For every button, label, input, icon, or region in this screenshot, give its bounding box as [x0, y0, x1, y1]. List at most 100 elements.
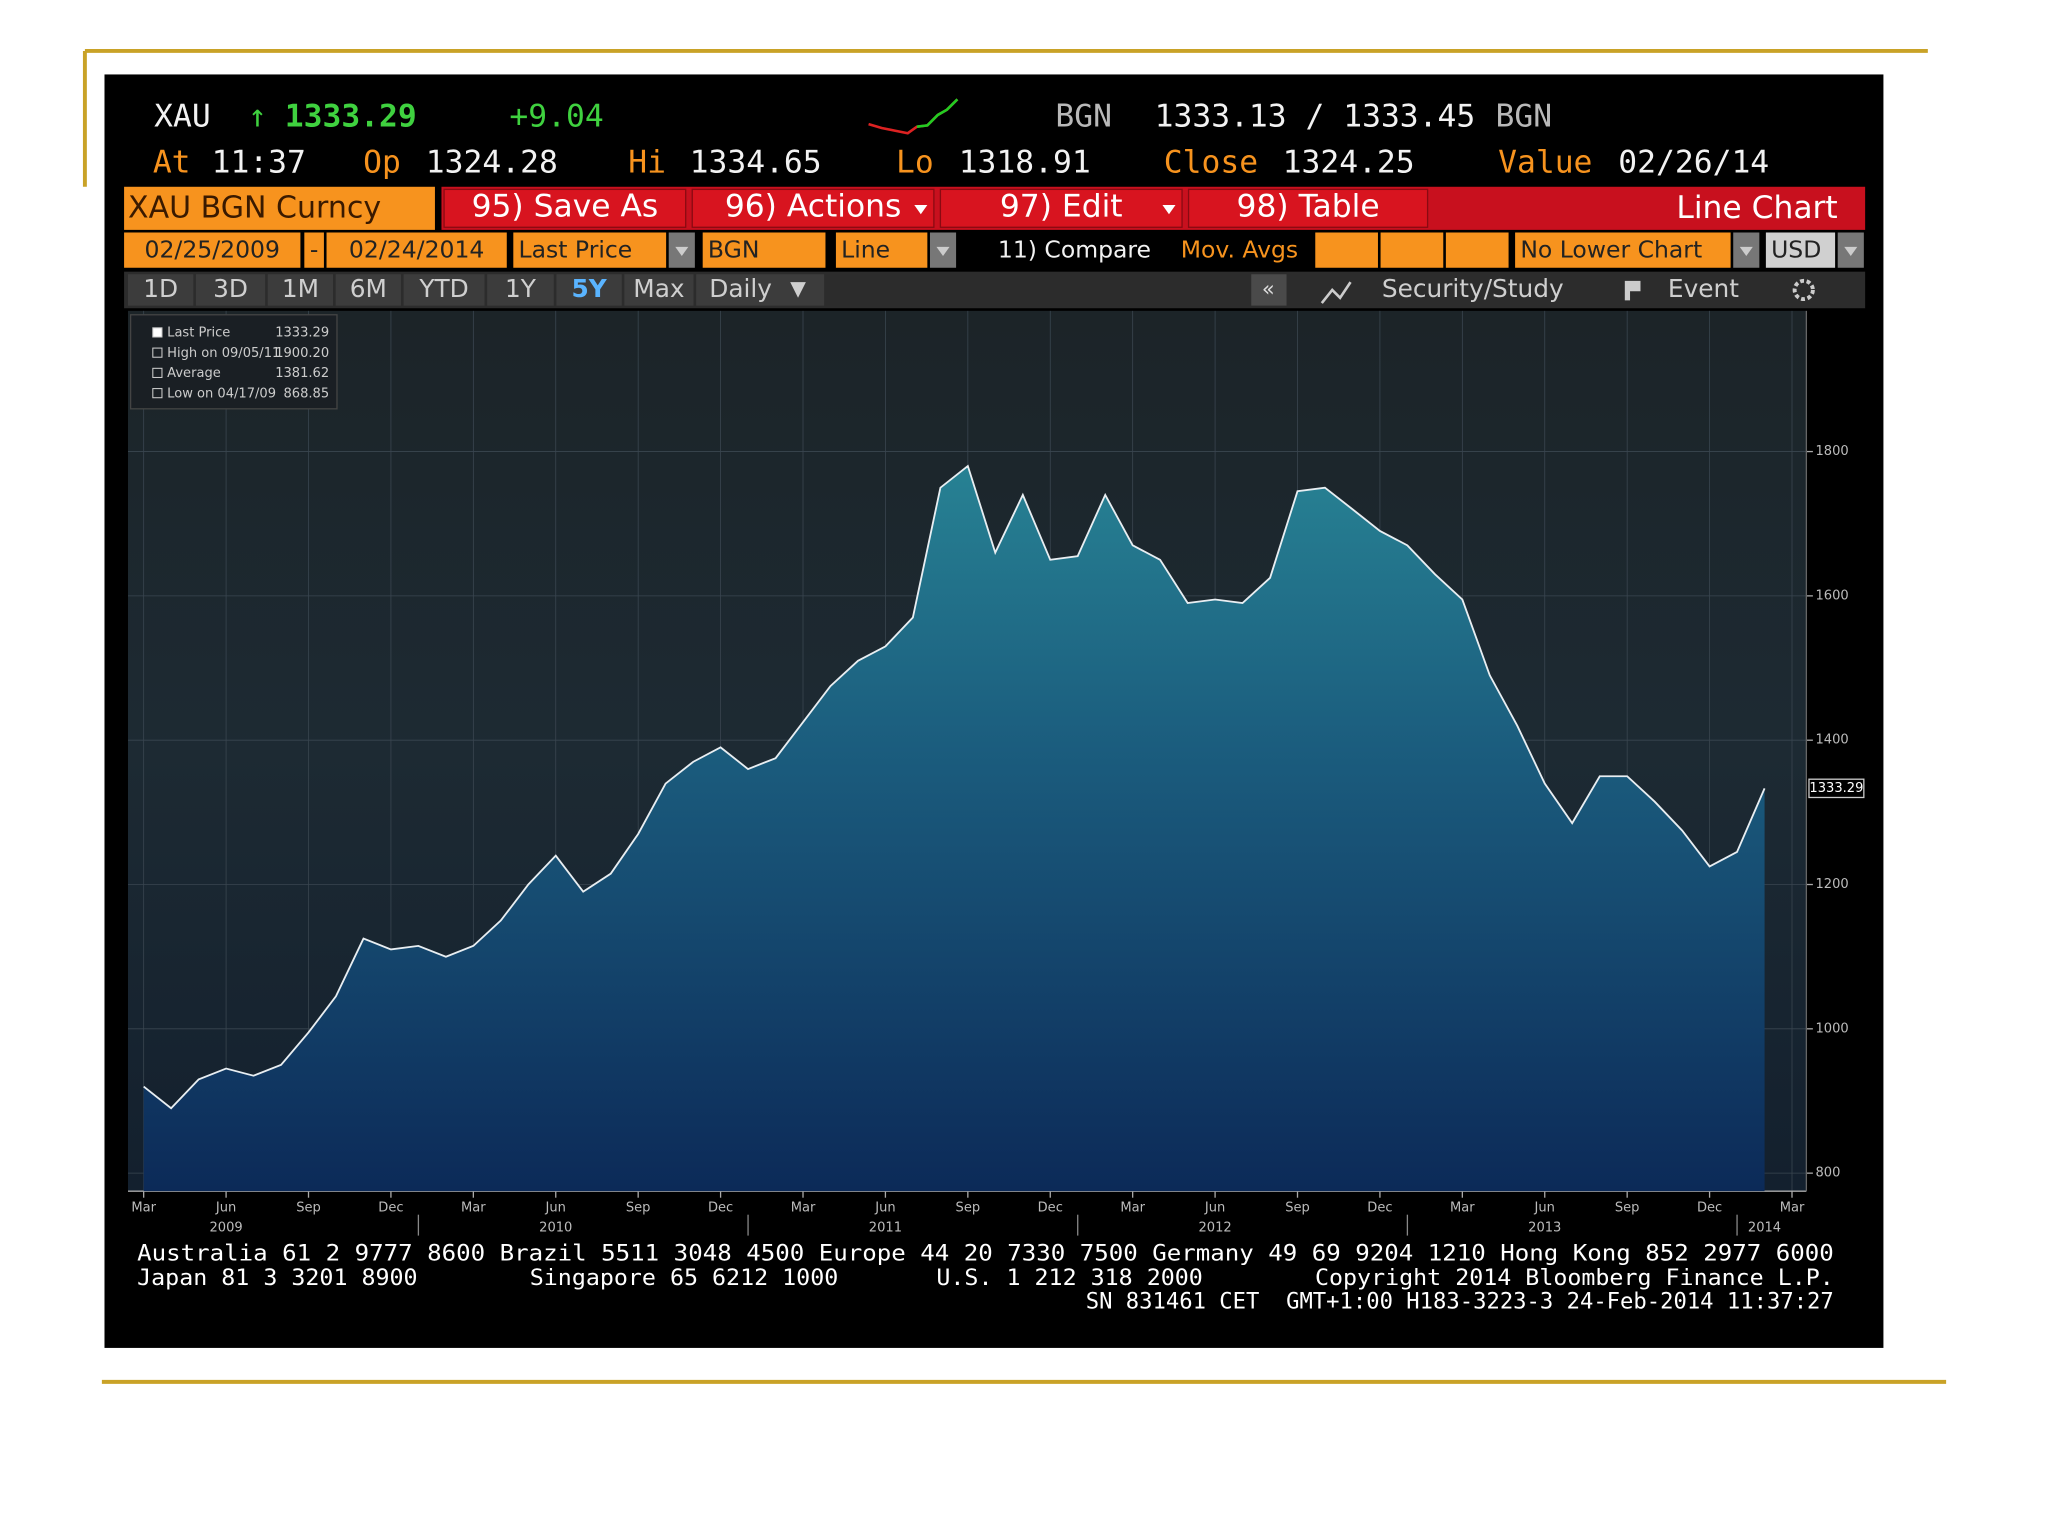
label: 2013	[1528, 1220, 1561, 1235]
field-box[interactable]	[124, 232, 301, 268]
field-box[interactable]	[1765, 232, 1836, 268]
dropdown-arrow[interactable]	[790, 282, 806, 298]
frequency-button[interactable]	[696, 274, 825, 306]
label: 1324.28	[426, 144, 558, 180]
label[interactable]: 02/25/2009	[145, 235, 280, 263]
field-box[interactable]	[1380, 232, 1444, 268]
field-box[interactable]	[326, 232, 507, 268]
field-box[interactable]	[1515, 232, 1731, 268]
menu-button[interactable]	[939, 188, 1183, 228]
label[interactable]: Line	[841, 235, 890, 263]
field-box[interactable]	[1315, 232, 1378, 268]
collapse-button[interactable]	[1251, 274, 1287, 306]
label[interactable]: BGN	[708, 235, 760, 263]
dropdown-arrow[interactable]	[1844, 246, 1858, 256]
label[interactable]: Mov. Avgs	[1181, 235, 1298, 263]
label: Sep	[1285, 1201, 1310, 1216]
label: At	[153, 144, 191, 180]
label: Mar	[1780, 1201, 1805, 1216]
label[interactable]: XAU BGN Curncy	[128, 190, 381, 225]
field-box[interactable]	[702, 232, 826, 268]
menu-button[interactable]	[1187, 188, 1429, 228]
label[interactable]: -	[310, 235, 318, 263]
dropdown-arrow[interactable]	[914, 205, 928, 215]
label: BGN	[1496, 99, 1553, 135]
label: 2014	[1748, 1220, 1781, 1235]
label[interactable]: Max	[633, 274, 684, 303]
label: 2012	[1198, 1220, 1231, 1235]
label[interactable]: 11) Compare	[998, 235, 1151, 263]
label: SN 831461 CET GMT+1:00 H183-3223-3 24-Fe…	[1086, 1289, 1834, 1315]
label: 800	[1816, 1166, 1841, 1181]
label: 1800	[1816, 444, 1849, 459]
label: Dec	[378, 1201, 403, 1216]
label: ↑	[248, 99, 267, 135]
label: 1333.29	[1809, 781, 1863, 796]
label[interactable]: 96) Actions	[725, 189, 901, 225]
range-button[interactable]	[487, 274, 554, 306]
range-button[interactable]	[267, 274, 334, 306]
range-button[interactable]	[195, 274, 266, 306]
label[interactable]: Event	[1668, 274, 1739, 303]
range-button[interactable]	[556, 274, 622, 306]
label[interactable]: 97) Edit	[1000, 189, 1123, 225]
label: Hi	[628, 144, 666, 180]
label[interactable]: Daily	[709, 274, 772, 303]
label[interactable]: 3D	[213, 274, 248, 303]
dropdown-arrow[interactable]	[936, 246, 950, 256]
field-box[interactable]	[1445, 232, 1509, 268]
dropdown-arrow[interactable]	[675, 246, 689, 256]
label[interactable]: 1Y	[505, 274, 537, 303]
label: 1333.29	[285, 99, 417, 135]
label: Close	[1164, 144, 1258, 180]
label[interactable]: 98) Table	[1237, 189, 1380, 225]
label[interactable]: YTD	[418, 274, 468, 303]
label: Jun	[1204, 1201, 1225, 1216]
dropdown-arrow[interactable]	[1162, 205, 1176, 215]
label: Value	[1498, 144, 1592, 180]
label: Japan 81 3 3201 8900 Singapore 65 6212 1…	[137, 1265, 1834, 1291]
label[interactable]: 1D	[143, 274, 178, 303]
label[interactable]: 02/24/2014	[349, 235, 484, 263]
legend-symbol	[152, 347, 163, 358]
security-field[interactable]	[124, 186, 435, 230]
range-button[interactable]	[128, 274, 194, 306]
label[interactable]: No Lower Chart	[1520, 235, 1702, 263]
label: Sep	[1615, 1201, 1640, 1216]
settings-icon[interactable]	[1792, 278, 1815, 302]
label[interactable]: 5Y	[571, 274, 607, 303]
field-box[interactable]	[304, 232, 324, 268]
label[interactable]: Security/Study	[1382, 274, 1564, 303]
range-button[interactable]	[403, 274, 485, 306]
legend-symbol	[152, 327, 163, 338]
legend-symbol	[152, 388, 163, 399]
menu-button[interactable]	[443, 188, 687, 228]
label: Dec	[1697, 1201, 1722, 1216]
dropdown-arrow[interactable]	[1739, 246, 1753, 256]
label[interactable]: «	[1262, 277, 1275, 301]
label[interactable]: 95) Save As	[472, 189, 659, 225]
field-box[interactable]	[835, 232, 928, 268]
label: Dec	[1038, 1201, 1063, 1216]
menu-button[interactable]	[691, 188, 935, 228]
study-icon[interactable]	[1320, 281, 1352, 304]
label: 1333.13 / 1333.45	[1155, 99, 1476, 135]
field-box[interactable]	[513, 232, 667, 268]
label[interactable]: USD	[1771, 235, 1821, 263]
label: Line Chart	[1676, 190, 1837, 226]
label: 02/26/14	[1618, 144, 1769, 180]
label[interactable]: 1M	[282, 274, 319, 303]
price-area	[143, 466, 1765, 1192]
label: Dec	[1367, 1201, 1392, 1216]
event-icon[interactable]	[1624, 280, 1641, 301]
label[interactable]: Last Price	[519, 235, 633, 263]
range-button[interactable]	[624, 274, 694, 306]
label: +9.04	[509, 99, 603, 135]
label: 1600	[1816, 588, 1849, 603]
label: Jun	[545, 1201, 566, 1216]
label: Jun	[215, 1201, 236, 1216]
range-button[interactable]	[335, 274, 401, 306]
label[interactable]: 6M	[350, 274, 387, 303]
legend-symbol	[152, 367, 163, 378]
